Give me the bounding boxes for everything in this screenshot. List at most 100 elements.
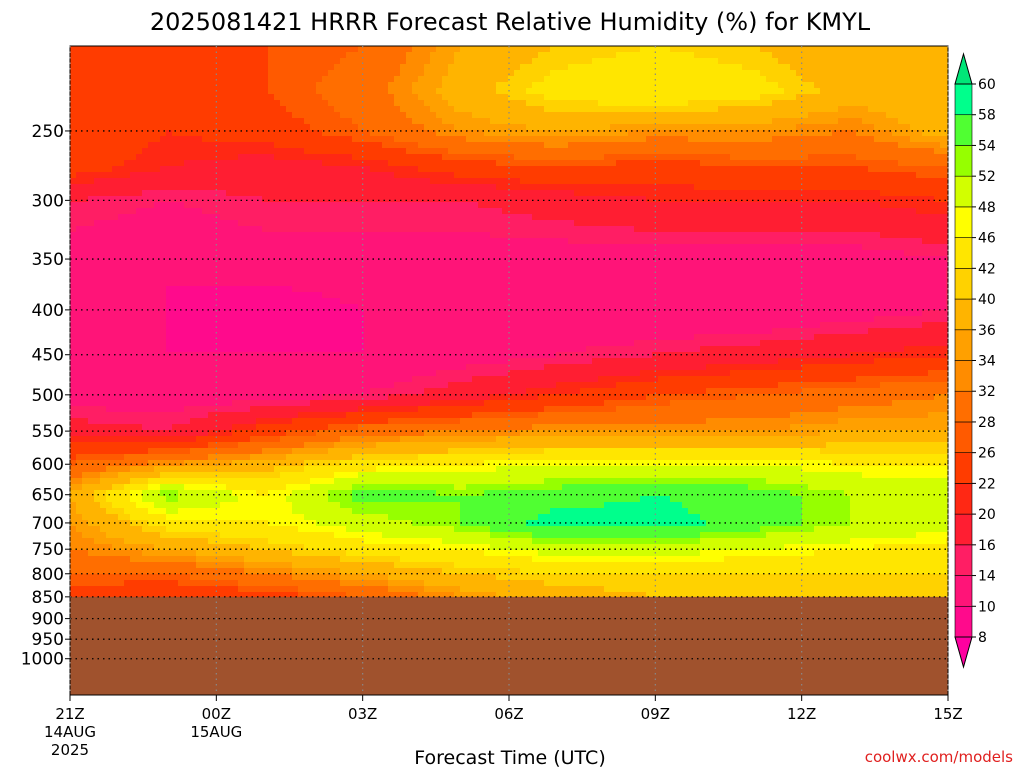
rh-cell [208, 76, 215, 83]
rh-cell [76, 442, 83, 449]
rh-cell [142, 64, 149, 71]
rh-cell [304, 334, 311, 341]
rh-cell [148, 394, 155, 401]
rh-cell [82, 214, 89, 221]
rh-cell [238, 166, 245, 173]
rh-cell [148, 112, 155, 119]
rh-cell [382, 238, 389, 245]
rh-cell [346, 304, 353, 311]
rh-cell [154, 382, 161, 389]
rh-cell [154, 262, 161, 269]
rh-cell [280, 52, 287, 59]
rh-cell [76, 484, 83, 491]
rh-cell [232, 448, 239, 455]
rh-cell [88, 556, 95, 563]
rh-cell [292, 310, 299, 317]
rh-cell [346, 214, 353, 221]
rh-cell [124, 46, 131, 53]
rh-cell [172, 472, 179, 479]
rh-cell [292, 136, 299, 143]
rh-cell [226, 556, 233, 563]
rh-cell [76, 106, 83, 113]
rh-cell [268, 118, 275, 125]
rh-cell [208, 154, 215, 161]
rh-cell [76, 376, 83, 383]
rh-cell [352, 412, 359, 419]
rh-cell [220, 466, 227, 473]
rh-cell [76, 496, 83, 503]
rh-cell [76, 226, 83, 233]
rh-cell [136, 508, 143, 515]
rh-cell [232, 298, 239, 305]
rh-cell [148, 550, 155, 557]
rh-cell [148, 304, 155, 311]
rh-cell [334, 70, 341, 77]
rh-cell [268, 304, 275, 311]
rh-cell [262, 82, 269, 89]
rh-cell [166, 214, 173, 221]
rh-cell [316, 226, 323, 233]
rh-cell [112, 478, 119, 485]
rh-cell [160, 424, 167, 431]
rh-cell [142, 556, 149, 563]
rh-cell [340, 514, 347, 521]
rh-cell [304, 424, 311, 431]
rh-cell [310, 190, 317, 197]
rh-cell [88, 262, 95, 269]
rh-cell [220, 574, 227, 581]
rh-cell [244, 184, 251, 191]
rh-cell [154, 406, 161, 413]
rh-cell [388, 538, 395, 545]
rh-cell [70, 130, 77, 137]
rh-cell [124, 148, 131, 155]
rh-cell [232, 538, 239, 545]
rh-cell [166, 382, 173, 389]
rh-cell [310, 340, 317, 347]
rh-cell [136, 388, 143, 395]
rh-cell [172, 346, 179, 353]
rh-cell [94, 214, 101, 221]
rh-cell [190, 352, 197, 359]
rh-cell [286, 316, 293, 323]
rh-cell [346, 64, 353, 71]
rh-cell [196, 244, 203, 251]
rh-cell [334, 412, 341, 419]
rh-cell [220, 328, 227, 335]
rh-cell [364, 112, 371, 119]
rh-cell [196, 46, 203, 53]
rh-cell [370, 430, 377, 437]
rh-cell [136, 304, 143, 311]
rh-cell [70, 406, 77, 413]
rh-cell [208, 256, 215, 263]
rh-cell [292, 538, 299, 545]
rh-cell [388, 106, 395, 113]
rh-cell [274, 586, 281, 593]
rh-cell [220, 538, 227, 545]
rh-cell [214, 406, 221, 413]
rh-cell [178, 382, 185, 389]
rh-cell [340, 58, 347, 65]
rh-cell [304, 406, 311, 413]
rh-cell [196, 388, 203, 395]
rh-cell [100, 550, 107, 557]
rh-cell [304, 370, 311, 377]
rh-cell [292, 394, 299, 401]
rh-cell [280, 340, 287, 347]
rh-cell [280, 220, 287, 227]
rh-cell [334, 256, 341, 263]
rh-cell [208, 136, 215, 143]
rh-cell [124, 262, 131, 269]
rh-cell [310, 238, 317, 245]
rh-cell [82, 496, 89, 503]
rh-cell [292, 436, 299, 443]
rh-cell [208, 430, 215, 437]
rh-cell [76, 382, 83, 389]
rh-cell [274, 340, 281, 347]
rh-cell [160, 364, 167, 371]
rh-cell [310, 166, 317, 173]
rh-cell [364, 292, 371, 299]
rh-cell [190, 418, 197, 425]
rh-cell [100, 382, 107, 389]
rh-cell [322, 220, 329, 227]
rh-cell [196, 238, 203, 245]
